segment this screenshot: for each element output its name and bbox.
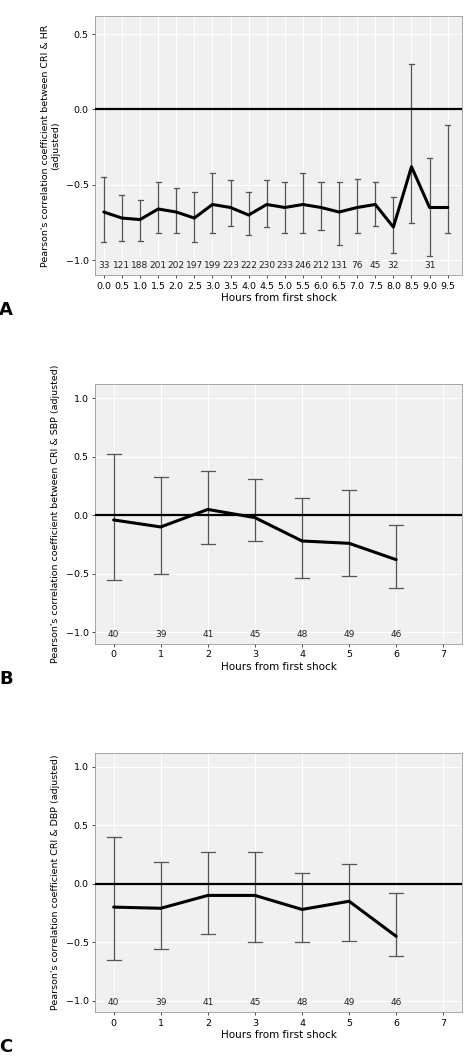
Text: 48: 48: [296, 999, 308, 1007]
Y-axis label: Pearson's correlation coefficient between CRI & SBP (adjusted): Pearson's correlation coefficient betwee…: [51, 365, 60, 664]
Text: B: B: [0, 670, 13, 688]
Text: A: A: [0, 301, 13, 319]
Text: 41: 41: [202, 630, 213, 638]
X-axis label: Hours from first shock: Hours from first shock: [220, 294, 337, 303]
Text: 49: 49: [344, 630, 355, 638]
Text: 131: 131: [330, 261, 348, 270]
X-axis label: Hours from first shock: Hours from first shock: [220, 661, 337, 672]
Text: 246: 246: [294, 261, 311, 270]
Text: 201: 201: [150, 261, 167, 270]
Text: 40: 40: [108, 630, 119, 638]
Text: 45: 45: [370, 261, 381, 270]
Text: 233: 233: [276, 261, 293, 270]
Y-axis label: Pearson's correlation coefficient CRI & DBP (adjusted): Pearson's correlation coefficient CRI & …: [51, 755, 60, 1010]
Text: 40: 40: [108, 999, 119, 1007]
Text: 212: 212: [312, 261, 329, 270]
Text: 121: 121: [113, 261, 130, 270]
Text: 76: 76: [351, 261, 363, 270]
Text: 223: 223: [222, 261, 239, 270]
Text: 222: 222: [240, 261, 257, 270]
Text: 48: 48: [296, 630, 308, 638]
Text: 49: 49: [344, 999, 355, 1007]
Text: 45: 45: [249, 999, 261, 1007]
Text: 199: 199: [204, 261, 221, 270]
Text: C: C: [0, 1038, 12, 1056]
Text: 31: 31: [424, 261, 435, 270]
Text: 230: 230: [258, 261, 275, 270]
Text: 46: 46: [391, 999, 402, 1007]
Text: 32: 32: [388, 261, 399, 270]
Text: 33: 33: [98, 261, 109, 270]
Text: 39: 39: [155, 999, 166, 1007]
X-axis label: Hours from first shock: Hours from first shock: [220, 1030, 337, 1040]
Text: 46: 46: [391, 630, 402, 638]
Text: 188: 188: [131, 261, 149, 270]
Text: 39: 39: [155, 630, 166, 638]
Text: 202: 202: [168, 261, 185, 270]
Text: 41: 41: [202, 999, 213, 1007]
Text: 197: 197: [186, 261, 203, 270]
Y-axis label: Pearson's correlation coefficient between CRI & HR (adjusted): Pearson's correlation coefficient betwee…: [41, 24, 60, 267]
Text: 45: 45: [249, 630, 261, 638]
